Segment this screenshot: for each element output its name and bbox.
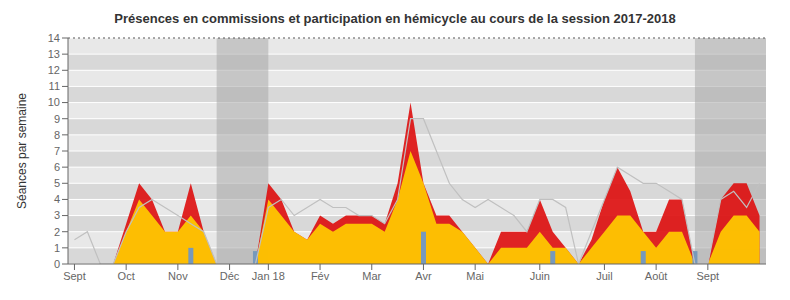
html-text:Présences en commissions et pa: Présences en commissions et participatio… [114,11,676,26]
svg-text:Avr: Avr [415,270,432,282]
svg-text:5: 5 [54,177,60,189]
svg-text:6: 6 [54,161,60,173]
svg-text:8: 8 [54,129,60,141]
svg-text:Sept: Sept [697,270,720,282]
svg-text:13: 13 [48,48,60,60]
svg-text:Nov: Nov [168,270,188,282]
svg-text:3: 3 [54,209,60,221]
svg-text:11: 11 [49,80,60,92]
svg-text:14: 14 [48,32,60,44]
svg-text:Jan 18: Jan 18 [252,270,285,282]
svg-text:Déc: Déc [220,270,240,282]
svg-text:Mar: Mar [362,270,381,282]
svg-text:7: 7 [54,145,60,157]
svg-text:Mai: Mai [466,270,484,282]
svg-text:0: 0 [54,258,60,270]
svg-text:4: 4 [54,193,60,205]
svg-text:10: 10 [48,96,60,108]
svg-text:Août: Août [645,270,668,282]
svg-text:9: 9 [54,113,60,125]
svg-text:2: 2 [54,226,60,238]
svg-text:Sept: Sept [63,270,86,282]
svg-text:Juin: Juin [530,270,550,282]
svg-text:Oct: Oct [118,270,135,282]
svg-text:1: 1 [54,242,60,254]
svg-text:12: 12 [48,64,60,76]
svg-text:Fév: Fév [311,270,330,282]
svg-text:Juil: Juil [596,270,613,282]
svg-text:Séances par semaine: Séances par semaine [15,93,29,209]
